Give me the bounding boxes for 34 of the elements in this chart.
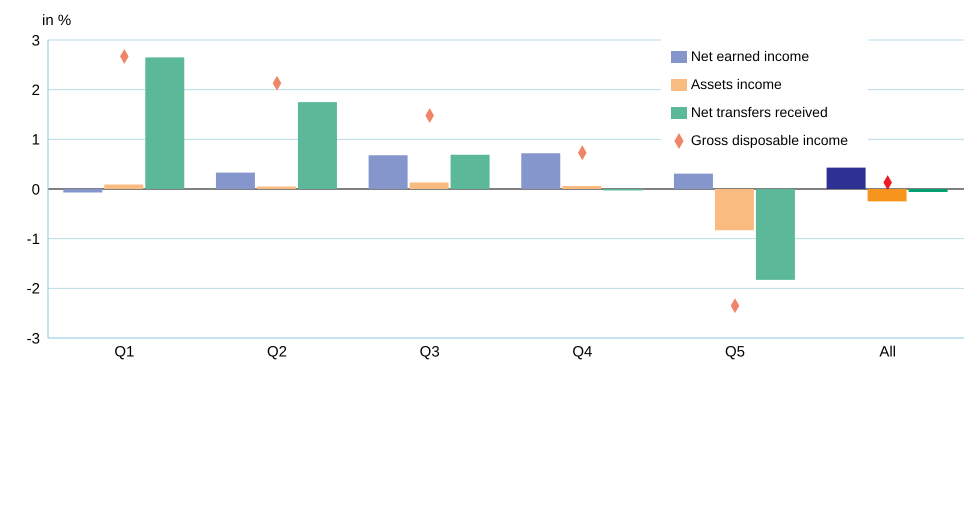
x-tick-label: All [879,344,896,361]
bar [714,189,754,230]
legend-label: Gross disposable income [690,132,848,148]
bar [298,102,337,189]
y-tick-label: 2 [32,82,40,99]
bar [410,182,449,189]
y-tick-label: -2 [26,280,40,298]
bar [908,189,948,192]
bar [521,153,560,189]
bar [145,57,184,189]
legend-label: Net earned income [690,48,810,64]
x-tick-label: Q3 [420,344,440,361]
y-tick-label: 0 [32,181,40,198]
bar [216,172,255,189]
y-axis-title: in % [42,12,72,29]
bar [562,186,602,189]
legend-label: Net transfers received [690,104,828,120]
y-tick-label: 3 [32,32,40,50]
x-tick-label: Q1 [114,344,134,361]
x-tick-label: Q2 [266,344,288,361]
x-tick-label: Q5 [724,344,746,361]
y-tick-label: -1 [26,230,40,248]
bar [450,154,490,189]
x-tick-label: Q4 [572,344,592,361]
legend-label: Assets income [690,76,782,92]
bar [63,189,102,192]
bar [756,189,795,280]
bar [674,174,713,189]
bar [104,184,144,189]
bar [826,168,866,189]
bar [868,189,907,202]
y-tick-label: 1 [32,132,40,149]
bar [368,155,408,189]
y-tick-label: -3 [26,330,40,348]
